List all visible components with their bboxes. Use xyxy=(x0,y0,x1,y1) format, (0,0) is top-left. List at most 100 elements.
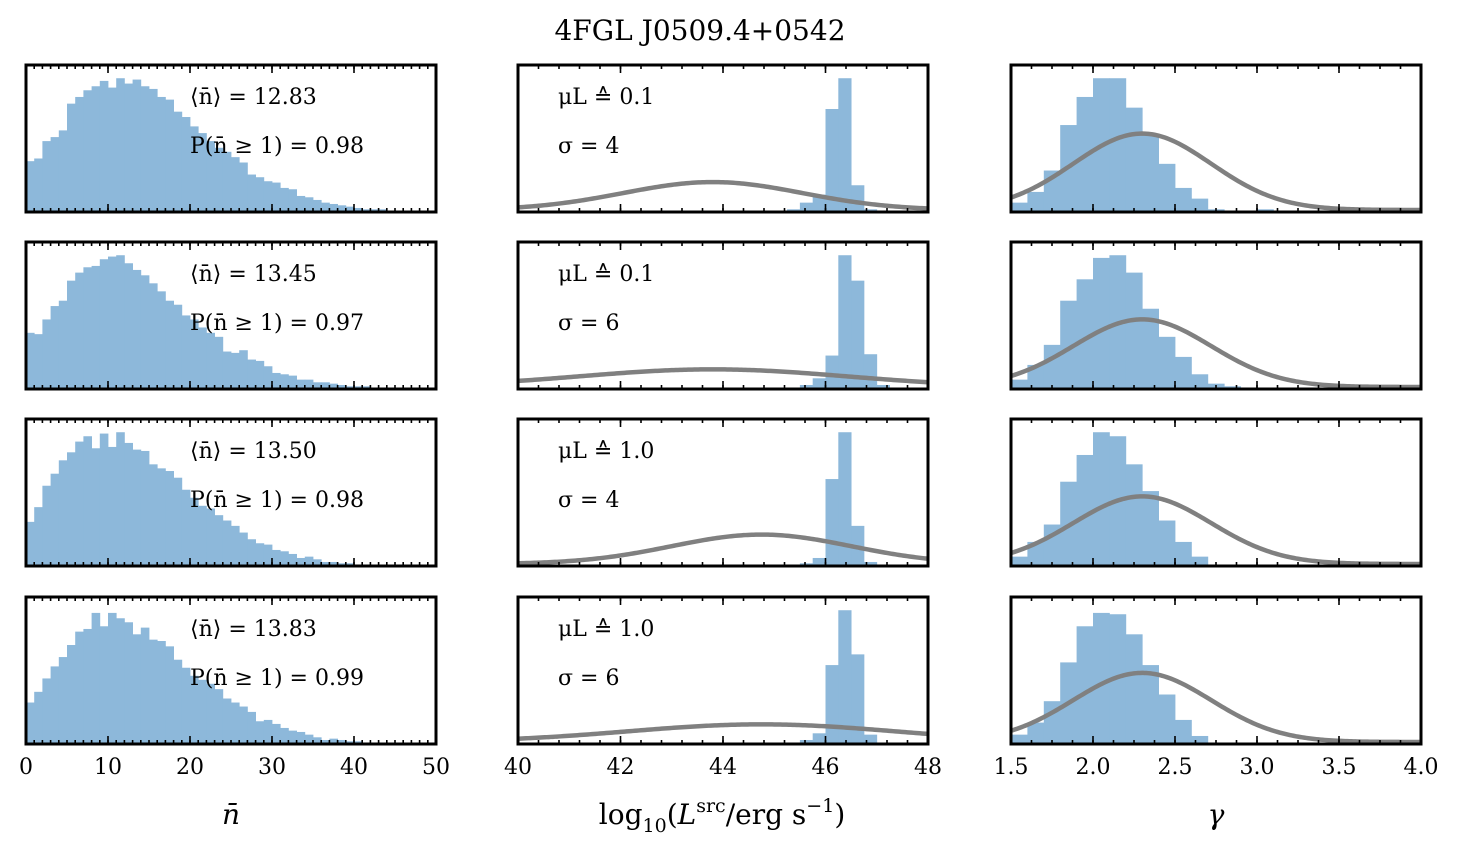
hist-bar xyxy=(1191,198,1209,212)
hist-bar xyxy=(140,275,150,389)
tick-label: 3.5 xyxy=(1322,755,1357,780)
hist-bar xyxy=(337,205,347,212)
hist-bar xyxy=(34,334,43,389)
hist-bar xyxy=(280,551,289,566)
sigma-annotation: σ = 6 xyxy=(558,666,619,691)
hist-bar xyxy=(825,665,839,744)
hist-bar xyxy=(1125,464,1143,566)
hist-bar xyxy=(1191,556,1209,566)
hist-bar xyxy=(1011,379,1028,389)
hist-bar xyxy=(67,645,76,744)
hist-bar xyxy=(108,87,117,212)
hist-bar xyxy=(149,283,158,389)
hist-bar xyxy=(206,141,215,212)
hist-bar xyxy=(345,206,355,212)
hist-bar xyxy=(50,137,60,212)
hist-bar xyxy=(329,383,338,389)
hist-bar xyxy=(181,489,191,566)
hist-bar xyxy=(91,86,101,212)
hist-bar xyxy=(1142,308,1159,389)
hist-bar xyxy=(149,639,158,744)
hist-bar xyxy=(263,544,273,566)
hist-bar xyxy=(149,88,158,212)
hist-bar xyxy=(321,739,330,744)
probability-annotation: P(n̄ ≥ 1) = 0.98 xyxy=(190,488,364,513)
hist-bar xyxy=(222,151,232,212)
hist-bar xyxy=(851,654,865,744)
panel-frame xyxy=(1009,240,1423,391)
hist-bar xyxy=(140,450,150,566)
hist-bar xyxy=(132,269,142,389)
hist-bar xyxy=(42,141,51,212)
hist-bar xyxy=(173,304,183,389)
hist-bar xyxy=(58,300,68,389)
sigma-annotation: σ = 4 xyxy=(558,134,619,159)
hist-bar xyxy=(313,199,322,212)
hist-bar xyxy=(132,449,142,566)
hist-bar xyxy=(222,351,232,389)
hist-bar xyxy=(304,197,314,212)
hist-bar xyxy=(1175,356,1192,389)
hist-bar xyxy=(1142,665,1159,744)
hist-bar xyxy=(825,355,839,389)
hist-bar xyxy=(108,446,117,566)
tick-label: 46 xyxy=(812,755,840,780)
tick-label: 2.5 xyxy=(1158,755,1193,780)
hist-bar xyxy=(329,561,338,566)
hist-bar xyxy=(1142,491,1159,566)
hist-bar xyxy=(198,327,207,389)
tick-label: 1.5 xyxy=(994,755,1029,780)
prior-curve xyxy=(517,367,929,385)
hist-bar xyxy=(157,468,166,566)
hist-bar xyxy=(304,379,314,389)
hist-bar xyxy=(26,332,35,389)
hist-bar xyxy=(1175,541,1192,566)
prior-curve xyxy=(517,532,929,566)
hist-bar xyxy=(1076,626,1094,744)
hist-bar xyxy=(214,689,224,744)
hist-bar xyxy=(838,78,852,212)
probability-annotation: P(n̄ ≥ 1) = 0.97 xyxy=(190,311,364,336)
hist-bar xyxy=(222,520,232,566)
hist-bar xyxy=(1011,202,1028,212)
hist-bar xyxy=(329,203,338,212)
hist-bar xyxy=(231,525,240,566)
mean-annotation: ⟨n̄⟩ = 13.50 xyxy=(190,439,317,464)
hist-bar xyxy=(132,634,142,744)
x-axis-labels: 0 10 20 30 40 50 40 42 44 46 48 1.5 2.0 2.5 3.0 3.5 4.0 n… xyxy=(19,755,1439,837)
panel-r0-lum: μL ≙ 0.1 σ = 4 xyxy=(516,63,930,214)
hist-bar xyxy=(255,360,265,389)
figure-title: 4FGL J0509.4+0542 xyxy=(554,14,845,47)
hist-bar xyxy=(1093,612,1110,744)
tick-label: 30 xyxy=(258,755,286,780)
hist-bar xyxy=(1142,134,1159,212)
hist-bar xyxy=(116,255,125,389)
hist-bar xyxy=(231,702,240,744)
hist-bar xyxy=(157,291,166,389)
xlabel-gamma: γ xyxy=(1208,798,1225,831)
tick-label: 2.0 xyxy=(1076,755,1111,780)
hist-bar xyxy=(1125,107,1143,212)
hist-bar xyxy=(280,727,289,744)
hist-bar xyxy=(321,382,330,389)
hist-bar xyxy=(190,319,199,389)
hist-bar xyxy=(851,185,865,212)
hist-bar xyxy=(26,521,35,566)
hist-bar xyxy=(50,666,60,744)
hist-bar xyxy=(75,631,84,744)
panel-r2-nbar: ⟨n̄⟩ = 13.50 P(n̄ ≥ 1) = 0.98 xyxy=(24,417,438,568)
hist-bar xyxy=(108,256,117,389)
hist-bar xyxy=(247,539,256,566)
hist-bar xyxy=(231,157,240,212)
panel-frame xyxy=(24,63,438,214)
tick-label: 42 xyxy=(607,755,635,780)
panel-frame xyxy=(24,417,438,568)
probability-annotation: P(n̄ ≥ 1) = 0.99 xyxy=(190,666,364,691)
hist-bar xyxy=(863,734,878,744)
hist-bar xyxy=(1175,187,1192,212)
panel-r2-lum: μL ≙ 1.0 σ = 4 xyxy=(516,417,930,568)
mean-annotation: ⟨n̄⟩ = 13.83 xyxy=(190,617,317,642)
hist-bar xyxy=(83,628,92,744)
hist-bar xyxy=(255,543,265,566)
hist-bar xyxy=(50,306,60,389)
